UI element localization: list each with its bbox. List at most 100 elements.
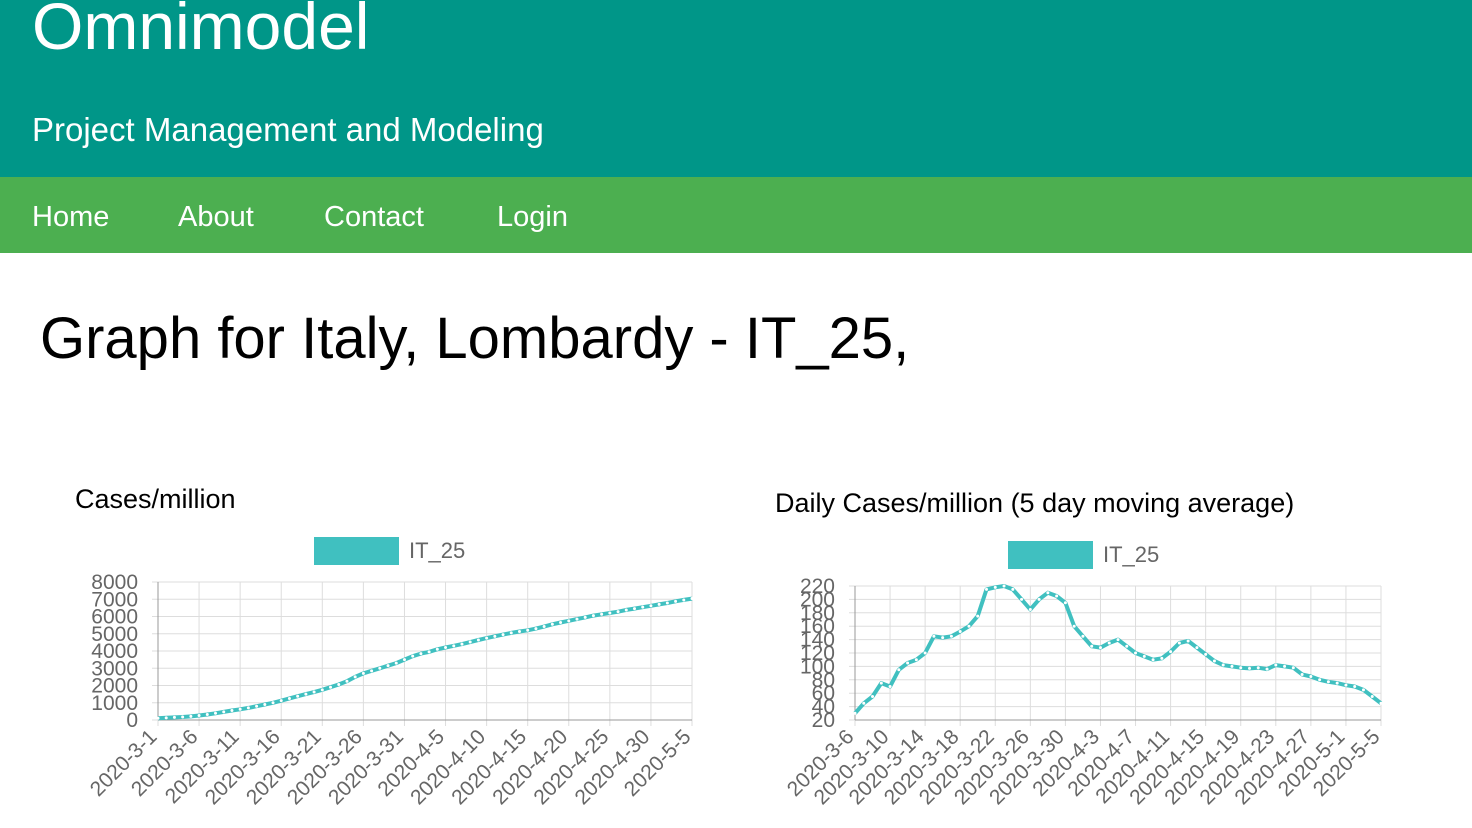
y-tick-label: 220	[800, 575, 835, 598]
data-point	[189, 714, 193, 718]
data-point	[394, 661, 398, 665]
data-point	[1090, 644, 1094, 648]
data-point	[1379, 701, 1383, 705]
nav-item-about[interactable]: About	[178, 201, 254, 233]
data-point	[1318, 678, 1322, 682]
data-point	[559, 621, 563, 625]
y-tick-label: 200	[800, 588, 835, 611]
y-tick-label: 120	[800, 642, 835, 665]
data-point	[329, 685, 333, 689]
data-point	[608, 611, 612, 615]
data-point	[871, 695, 875, 699]
data-point	[1037, 597, 1041, 601]
nav-item-home[interactable]: Home	[32, 201, 110, 233]
data-point	[1361, 688, 1365, 692]
y-tick-label: 80	[812, 669, 835, 692]
y-tick-label: 160	[800, 615, 835, 638]
data-point	[879, 681, 883, 685]
data-point	[435, 647, 439, 651]
data-point	[214, 711, 218, 715]
data-point	[271, 701, 275, 705]
data-point	[985, 587, 988, 591]
data-point	[172, 715, 176, 719]
data-point	[370, 669, 374, 673]
nav-item-login[interactable]: Login	[497, 201, 568, 233]
data-point	[205, 712, 209, 716]
y-tick-label: 140	[800, 629, 835, 652]
data-point	[542, 625, 546, 629]
data-point	[238, 707, 242, 711]
data-point	[657, 602, 661, 606]
data-point	[1151, 658, 1155, 662]
data-point	[1098, 646, 1102, 650]
data-point	[932, 634, 936, 638]
data-point	[526, 628, 530, 632]
data-point	[1344, 683, 1348, 687]
data-point	[1326, 680, 1330, 684]
data-point	[632, 607, 636, 611]
site-tagline: Project Management and Modeling	[32, 111, 544, 148]
y-tick-label: 100	[800, 655, 835, 678]
data-point	[402, 658, 406, 662]
page-title: Graph for Italy, Lombardy - IT_25,	[40, 306, 910, 371]
data-point	[1221, 663, 1225, 667]
data-point	[550, 622, 554, 626]
data-point	[1081, 634, 1085, 638]
data-point	[222, 710, 226, 714]
data-point	[1300, 672, 1304, 676]
data-point	[941, 636, 945, 640]
data-point	[600, 612, 604, 616]
data-point	[967, 624, 971, 628]
data-point	[419, 652, 423, 656]
data-point	[674, 599, 678, 603]
data-point	[1291, 666, 1295, 670]
data-point	[1353, 685, 1357, 688]
data-point	[976, 614, 980, 618]
data-point	[304, 692, 308, 696]
series-line-it25	[853, 584, 1383, 715]
data-point	[923, 651, 927, 655]
y-tick-label: 4000	[91, 640, 138, 663]
data-point	[156, 716, 160, 720]
data-point	[690, 597, 694, 601]
data-point	[312, 690, 316, 694]
data-point	[287, 696, 291, 700]
data-point	[649, 604, 653, 608]
data-point	[1011, 587, 1015, 591]
y-tick-label: 60	[812, 682, 835, 705]
data-point	[452, 644, 456, 648]
nav-item-contact[interactable]: Contact	[324, 201, 424, 233]
data-point	[296, 694, 300, 698]
y-tick-label: 3000	[91, 657, 138, 680]
data-point	[1107, 641, 1111, 645]
data-point	[853, 711, 857, 715]
site-header: Omnimodel Project Management and Modelin…	[0, 0, 1472, 177]
data-point	[1309, 674, 1313, 678]
data-point	[501, 633, 505, 637]
y-tick-label: 1000	[91, 692, 138, 715]
data-point	[263, 702, 267, 706]
y-tick-label: 8000	[91, 571, 138, 594]
legend-label: IT_25	[1103, 542, 1159, 567]
data-point	[1116, 638, 1120, 642]
brand-title[interactable]: Omnimodel	[32, 0, 370, 63]
data-point	[1265, 667, 1269, 671]
data-point	[1055, 594, 1059, 598]
data-point	[682, 598, 686, 602]
data-point	[1212, 659, 1216, 663]
data-point	[468, 640, 472, 644]
data-point	[197, 714, 201, 718]
data-point	[1248, 666, 1251, 670]
data-point	[181, 715, 185, 719]
data-point	[361, 671, 365, 675]
data-point	[411, 654, 415, 658]
data-point	[1186, 639, 1190, 643]
data-point	[460, 642, 464, 646]
data-point	[624, 608, 628, 612]
data-point	[337, 682, 341, 686]
data-point	[1274, 663, 1278, 667]
data-point	[476, 638, 480, 642]
data-point	[427, 650, 431, 654]
data-point	[164, 716, 168, 720]
